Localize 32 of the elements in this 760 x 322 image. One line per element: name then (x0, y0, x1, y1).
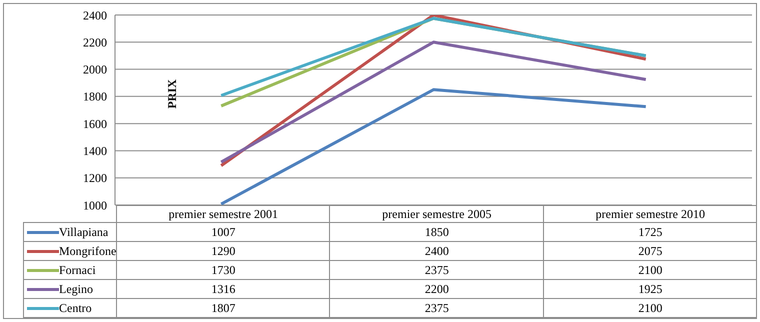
legend-label: Legino (59, 282, 93, 296)
y-tick-label: 1800 (83, 90, 107, 104)
legend-label: Villapiana (59, 224, 108, 238)
data-label: 1730 (116, 260, 330, 280)
legend-label: Centro (59, 300, 92, 314)
data-label: 2200 (330, 280, 544, 298)
data-label: 1316 (116, 280, 330, 298)
data-label: 1725 (544, 222, 757, 242)
y-tick-label: 1400 (83, 144, 107, 158)
y-axis-title: PRIX (164, 78, 180, 111)
x-tick-label: premier semestre 2005 (330, 206, 544, 222)
y-tick-label: 2400 (83, 8, 107, 22)
data-label: 2100 (544, 298, 757, 318)
y-tick-label: 1200 (83, 171, 107, 186)
data-label: 2075 (544, 242, 757, 260)
y-tick-label: 2200 (83, 35, 107, 50)
legend-label: Mongrifone (59, 244, 116, 258)
data-label: 2400 (330, 242, 544, 260)
data-label: 2375 (330, 298, 544, 318)
data-label: 1807 (116, 298, 330, 318)
y-tick-label: 2000 (83, 62, 107, 77)
data-label: 1850 (330, 222, 544, 242)
data-label: 2100 (544, 260, 757, 280)
x-tick-label: premier semestre 2010 (544, 206, 757, 222)
data-label: 1290 (116, 242, 330, 260)
y-tick-label: 1600 (83, 116, 107, 131)
x-tick-label: premier semestre 2001 (116, 206, 330, 222)
data-label: 2375 (330, 260, 544, 280)
legend-label: Fornaci (59, 262, 96, 276)
data-label: 1007 (116, 222, 330, 242)
data-label: 1925 (544, 280, 757, 298)
y-tick-label: 1000 (83, 198, 107, 212)
